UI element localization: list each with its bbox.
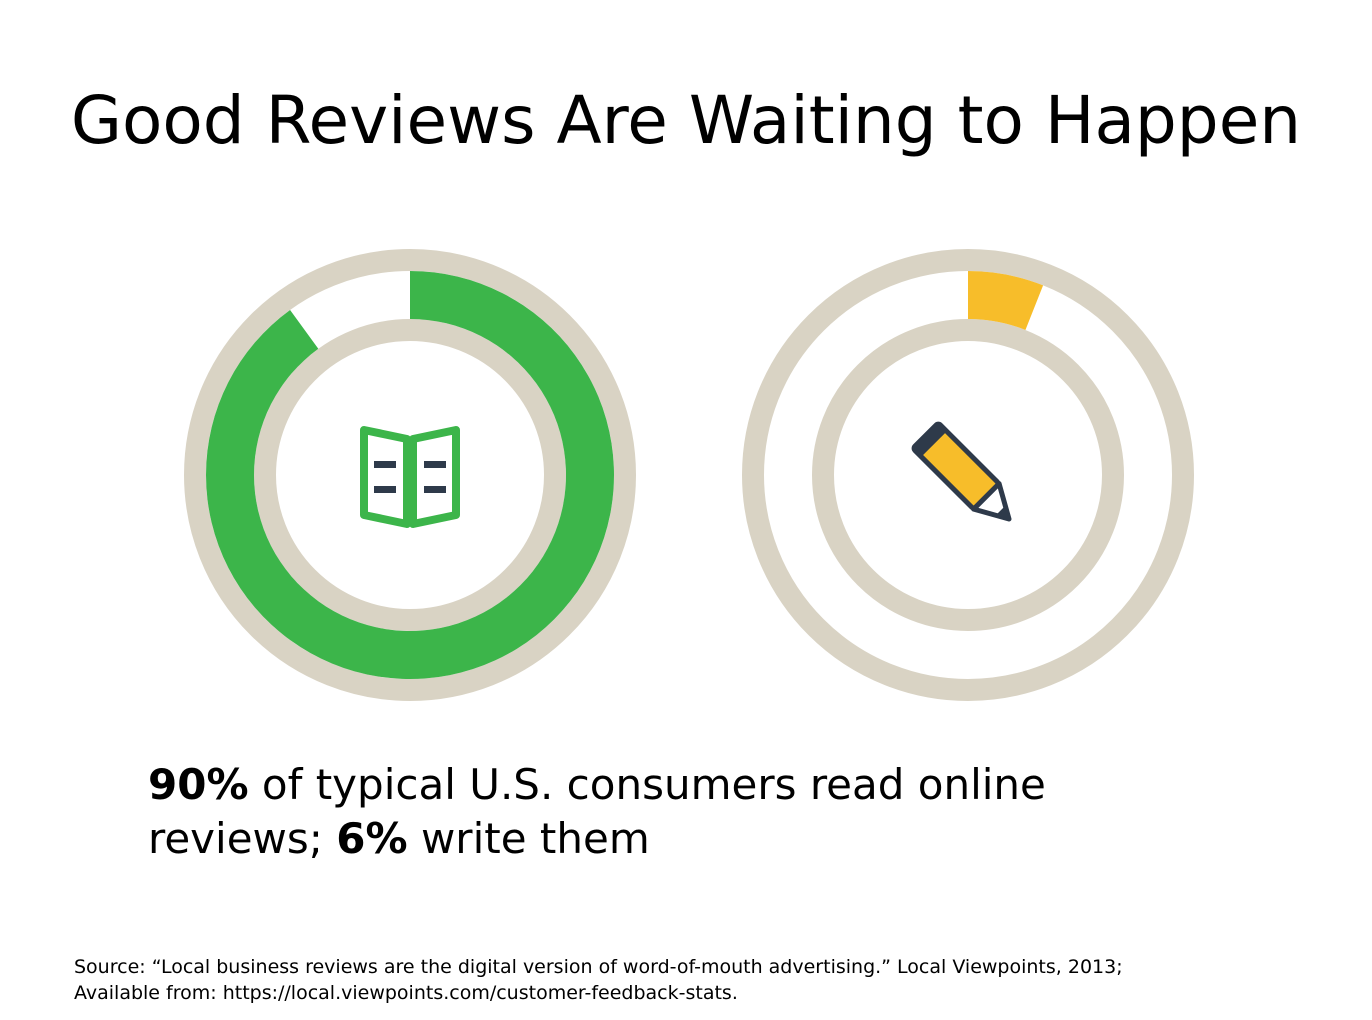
page-title: Good Reviews Are Waiting to Happen xyxy=(70,82,1302,159)
donut-inner-ring xyxy=(254,319,566,631)
donut-chart-write xyxy=(742,249,1194,701)
donut-outer-ring xyxy=(184,249,636,701)
open-book-icon xyxy=(360,426,460,528)
pencil-icon xyxy=(911,421,1012,522)
donut-value-arc-write xyxy=(968,271,1044,330)
donut-outer-ring xyxy=(742,249,1194,701)
stat-statement: 90% of typical U.S. consumers read onlin… xyxy=(148,758,1148,866)
donut-inner-ring xyxy=(812,319,1124,631)
donut-chart-read xyxy=(184,249,636,701)
source-line-1: Source: “Local business reviews are the … xyxy=(74,956,1123,978)
read-text: of typical U.S. consumers read online re… xyxy=(148,760,1046,863)
write-text: write them xyxy=(407,814,650,863)
write-percentage: 6% xyxy=(336,814,408,863)
source-line-2: Available from: https://local.viewpoints… xyxy=(74,982,738,1004)
source-citation: Source: “Local business reviews are the … xyxy=(74,954,1334,1006)
read-percentage: 90% xyxy=(148,760,249,809)
